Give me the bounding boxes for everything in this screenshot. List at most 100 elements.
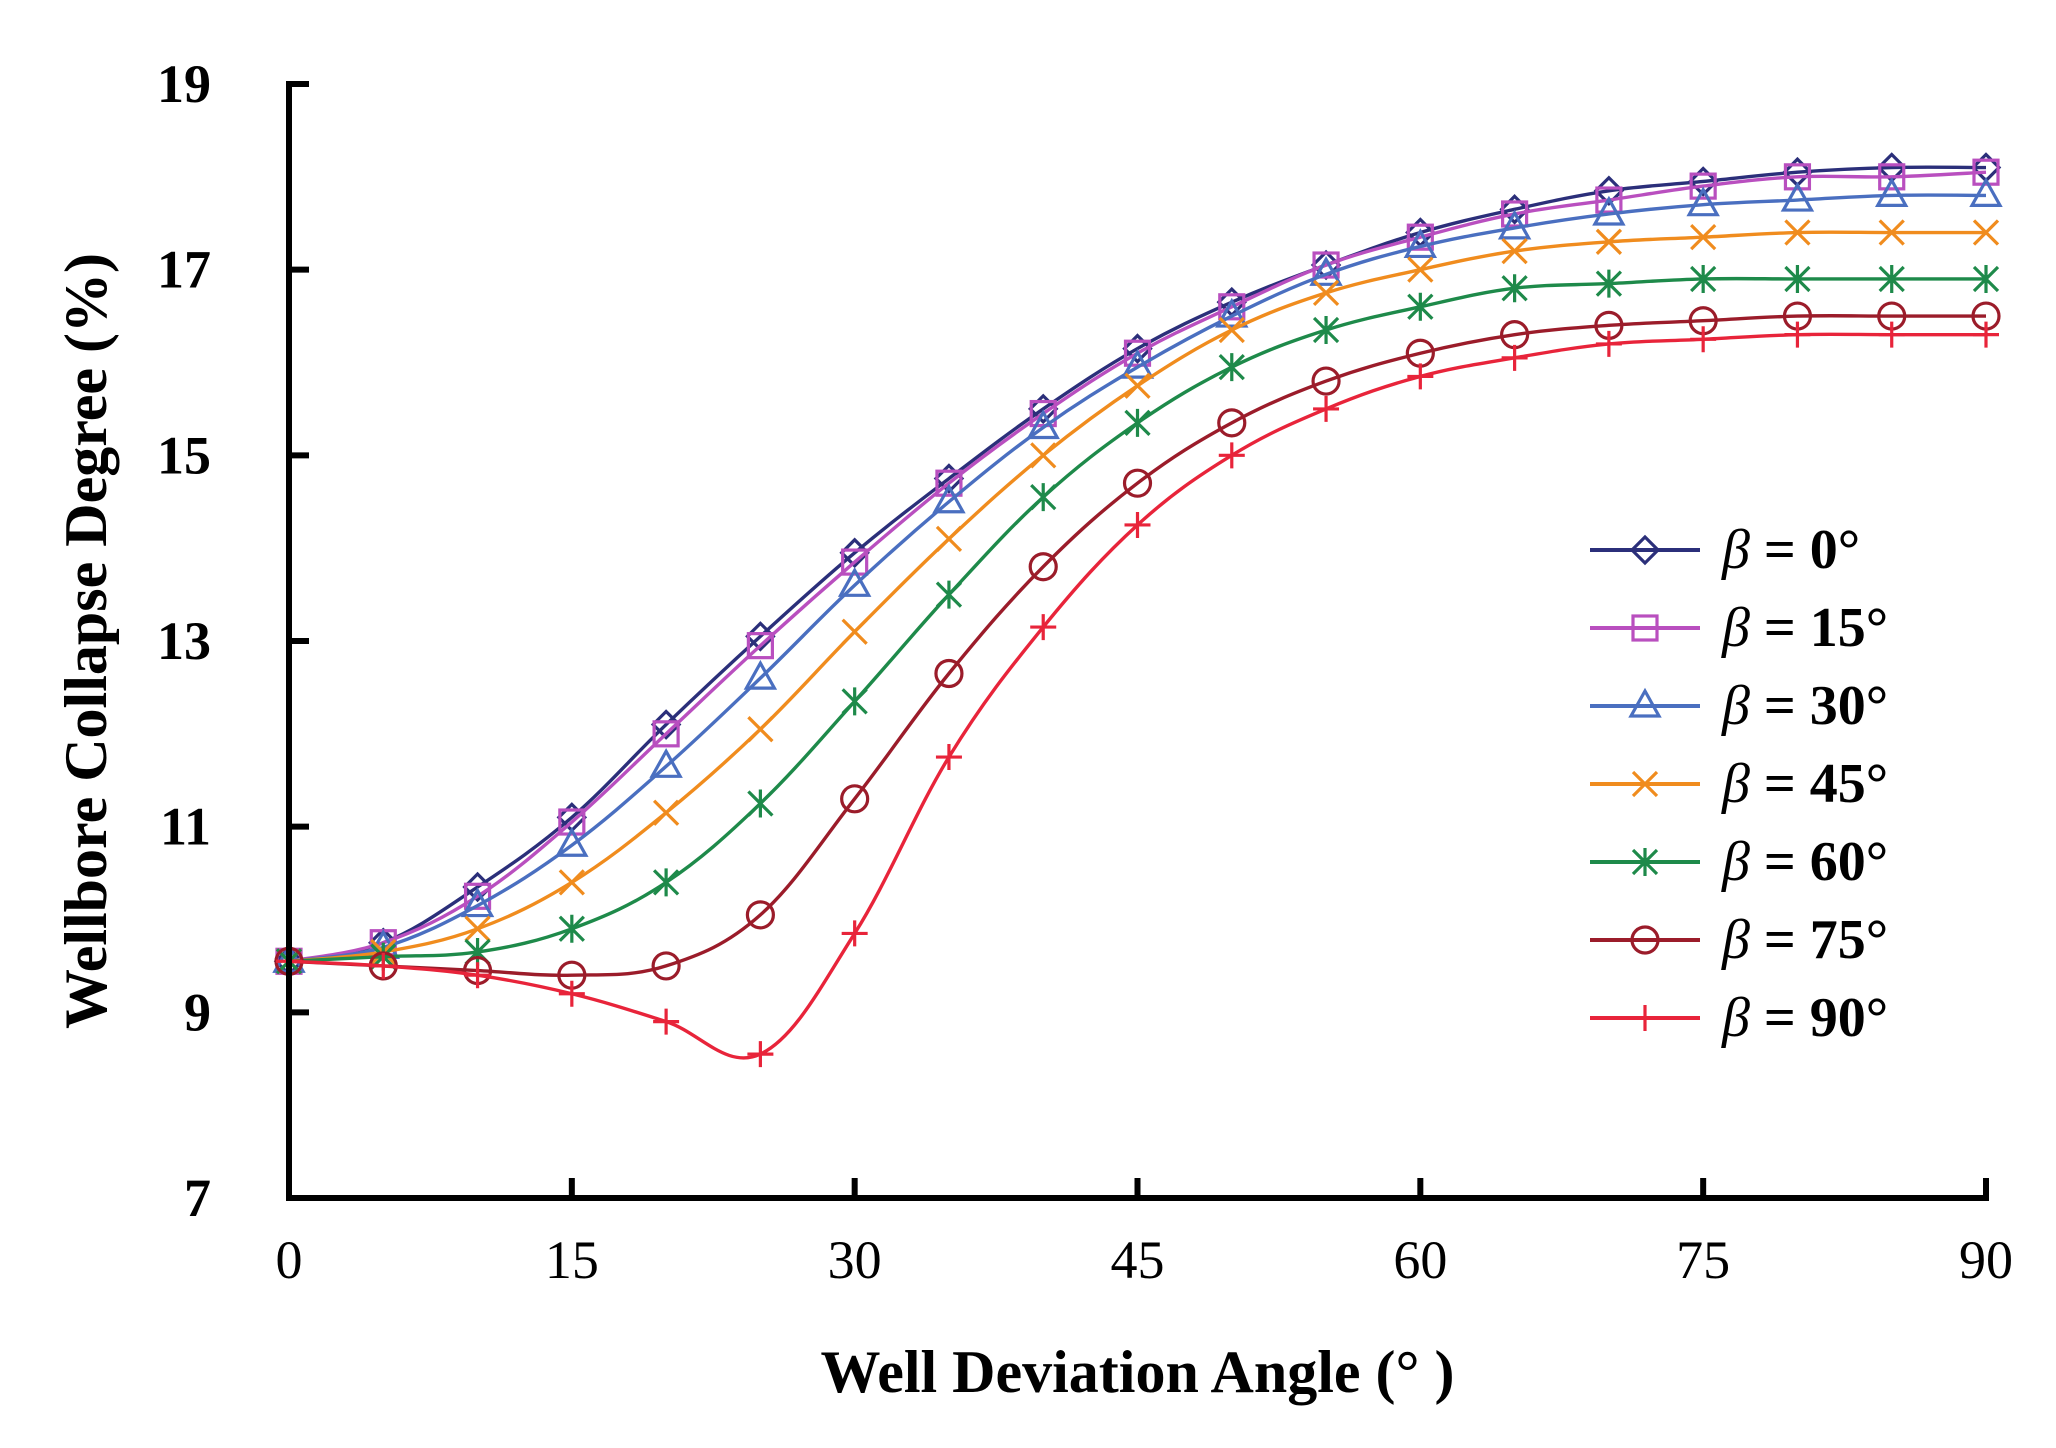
data-point-x — [1972, 219, 2000, 246]
y-tick-label: 13 — [157, 611, 211, 671]
data-point-circle — [1122, 468, 1153, 498]
data-point-asterisk — [841, 687, 868, 716]
data-point-triangle — [1874, 177, 1909, 207]
data-point-x — [1878, 219, 1905, 246]
data-point-square — [652, 720, 680, 748]
data-point-triangle — [555, 826, 589, 857]
legend-value: = 45° — [1764, 753, 1888, 815]
data-point-circle — [1028, 552, 1058, 582]
data-point-asterisk — [1030, 483, 1057, 512]
data-point-x — [652, 799, 680, 826]
data-point-circle — [1630, 925, 1660, 955]
x-tick-label: 60 — [1393, 1230, 1447, 1290]
data-point-asterisk — [1501, 274, 1528, 303]
data-point-triangle — [1309, 256, 1343, 286]
data-point-asterisk — [1595, 269, 1623, 298]
data-point-square — [1406, 223, 1434, 251]
x-tick-label: 30 — [828, 1230, 882, 1290]
data-point-plus — [1632, 1005, 1658, 1031]
data-point-triangle — [743, 659, 778, 690]
data-point-plus — [1784, 321, 1811, 348]
data-point-square — [1783, 163, 1812, 191]
data-point-diamond — [650, 709, 682, 740]
data-point-plus — [841, 920, 868, 947]
legend-symbol: β — [1721, 909, 1750, 971]
data-point-square — [1218, 293, 1246, 321]
data-point-plus — [1313, 395, 1340, 422]
legend-item: β = 90° — [1590, 987, 1888, 1049]
data-point-diamond — [1629, 534, 1661, 566]
legend-symbol: β — [1721, 597, 1750, 659]
data-point-asterisk — [1631, 848, 1659, 876]
data-point-x — [1784, 219, 1811, 246]
legend-value: = 60° — [1764, 831, 1888, 893]
data-point-square — [935, 469, 963, 497]
legend-item: β = 60° — [1590, 831, 1888, 893]
data-point-x — [1501, 237, 1528, 265]
legend-symbol: β — [1721, 987, 1750, 1049]
data-point-asterisk — [747, 789, 774, 818]
data-point-x — [747, 716, 774, 743]
series-layer — [272, 152, 2003, 1068]
data-point-square — [463, 882, 492, 910]
legend-item: β = 45° — [1590, 753, 1888, 815]
data-point-square — [1972, 158, 2000, 186]
data-point-asterisk — [1878, 264, 1905, 293]
series-line — [288, 276, 1986, 963]
legend-label: β = 30° — [1721, 675, 1888, 737]
data-point-x — [1595, 228, 1623, 255]
data-point-diamond — [1122, 333, 1153, 364]
data-point-x — [1030, 442, 1057, 469]
data-point-x — [558, 869, 585, 896]
data-point-triangle — [460, 887, 495, 918]
data-point-plus — [935, 744, 962, 771]
data-point-triangle — [1026, 409, 1060, 440]
y-tick-label: 15 — [157, 425, 211, 485]
series-4 — [275, 219, 2000, 975]
data-point-triangle — [1120, 348, 1155, 379]
data-point-triangle — [1780, 181, 1815, 212]
legend-label: β = 45° — [1721, 753, 1888, 815]
data-point-plus — [1124, 511, 1151, 538]
legend-item: β = 30° — [1590, 675, 1888, 737]
series-line — [288, 332, 1986, 1060]
legend-value: = 90° — [1764, 987, 1888, 1049]
legend-symbol: β — [1721, 831, 1750, 893]
legend-symbol: β — [1721, 753, 1750, 815]
data-point-circle — [1217, 408, 1247, 438]
series-5 — [275, 264, 2000, 976]
data-point-triangle — [1686, 186, 1720, 217]
data-point-diamond — [1687, 166, 1719, 197]
data-point-square — [1689, 172, 1717, 200]
data-point-circle — [745, 900, 775, 930]
data-point-triangle — [1403, 228, 1438, 259]
data-point-x — [935, 525, 963, 553]
legend-item: β = 0° — [1590, 519, 1860, 581]
data-point-asterisk — [1690, 264, 1717, 293]
legend-item: β = 15° — [1590, 597, 1888, 659]
data-point-diamond — [1499, 194, 1530, 225]
data-point-square — [746, 632, 774, 660]
x-tick-label: 90 — [1959, 1230, 2013, 1290]
data-point-plus — [1595, 330, 1622, 357]
data-point-plus — [1973, 321, 1999, 348]
legend-item: β = 75° — [1590, 909, 1888, 971]
data-point-plus — [558, 980, 585, 1007]
data-point-asterisk — [935, 580, 963, 609]
data-point-circle — [934, 658, 964, 689]
data-point-plus — [370, 952, 397, 979]
series-3 — [272, 177, 2003, 973]
data-point-asterisk — [1218, 353, 1245, 382]
data-point-x — [1124, 372, 1151, 399]
data-point-diamond — [1593, 175, 1625, 207]
data-point-plus — [464, 962, 491, 989]
data-point-asterisk — [1312, 316, 1340, 345]
data-point-asterisk — [1972, 264, 2000, 293]
legend-label: β = 0° — [1721, 519, 1860, 581]
x-axis-title: Well Deviation Angle (° ) — [821, 1339, 1455, 1405]
legend-symbol: β — [1721, 675, 1750, 737]
data-point-circle — [651, 951, 681, 981]
data-point-triangle — [1628, 687, 1662, 718]
data-point-diamond — [745, 621, 776, 652]
